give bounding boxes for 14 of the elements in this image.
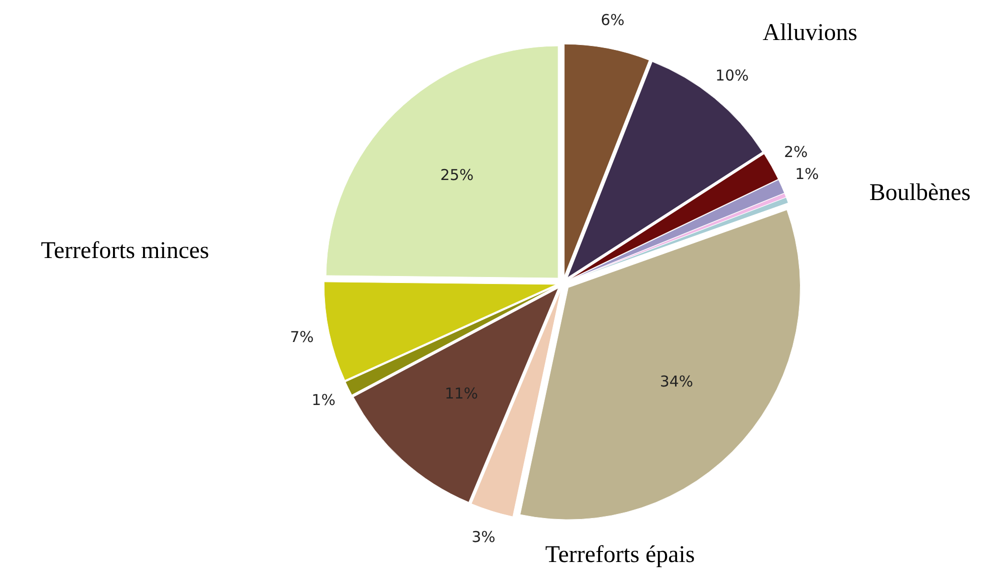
text: Terreforts épais (545, 542, 695, 568)
text: Boulbènes (869, 180, 971, 206)
data-label: 2% (784, 142, 808, 161)
data-label: 3% (472, 528, 496, 546)
data-label: 11% (444, 384, 478, 403)
data-label: 34% (660, 372, 694, 390)
text: Alluvions (762, 20, 858, 46)
data-label: 1% (312, 390, 336, 409)
data-label: 1% (795, 165, 819, 184)
data-label: 7% (290, 328, 314, 346)
text: Terreforts minces (40, 238, 210, 264)
data-label: 10% (715, 66, 749, 85)
data-label: 25% (440, 166, 474, 184)
data-label: 6% (600, 10, 625, 29)
